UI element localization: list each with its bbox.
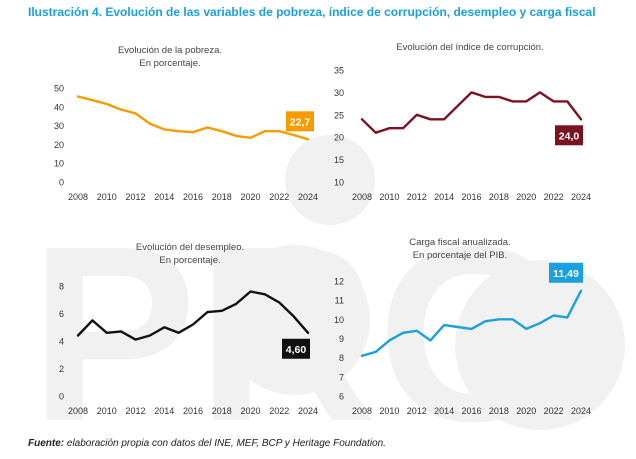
last-value-box [286, 111, 314, 132]
x-tick-label: 2024 [571, 192, 591, 202]
x-tick-label: 2014 [154, 406, 174, 416]
chart-subtitle: En porcentaje. [139, 58, 200, 69]
y-tick-label: 9 [339, 334, 344, 344]
x-tick-label: 2012 [407, 192, 427, 202]
x-tick-label: 2008 [352, 406, 372, 416]
y-tick-label: 10 [334, 315, 344, 325]
y-tick-label: 6 [339, 392, 344, 402]
x-tick-label: 2022 [269, 406, 289, 416]
chart-title: Carga fiscal anualizada. [409, 237, 510, 248]
x-tick-label: 2018 [489, 406, 509, 416]
x-tick-label: 2012 [407, 406, 427, 416]
x-tick-label: 2022 [544, 192, 564, 202]
x-tick-label: 2018 [212, 406, 232, 416]
y-tick-label: 20 [54, 140, 64, 150]
chart-title: Evolución del desempleo. [136, 242, 244, 253]
y-tick-label: 50 [54, 84, 64, 94]
chart-pobreza: Evolución de la pobreza. En porcentaje. 0 1… [54, 45, 318, 202]
watermark-text: PRO [30, 194, 572, 459]
series-line [76, 290, 310, 341]
source-text: elaboración propia con datos del INE, ME… [66, 438, 386, 449]
figure-title: Ilustración 4. Evolución de las variable… [28, 5, 596, 19]
x-tick-label: 2022 [269, 192, 289, 202]
x-tick-label: 2014 [154, 192, 174, 202]
x-tick-label: 2020 [516, 192, 536, 202]
x-tick-label: 2020 [240, 192, 260, 202]
y-tick-label: 6 [59, 309, 64, 319]
last-value-box [549, 262, 583, 283]
x-tick-label: 2010 [97, 192, 117, 202]
last-value-box [282, 338, 310, 359]
y-tick-label: 12 [334, 277, 344, 287]
y-tick-label: 25 [334, 110, 344, 120]
last-value-box [555, 125, 583, 146]
last-value-label: 24,0 [559, 130, 580, 142]
x-tick-label: 2008 [68, 192, 88, 202]
figure-source: Fuente: elaboración propia con datos del… [28, 438, 386, 449]
y-tick-label: 8 [59, 282, 64, 292]
x-tick-label: 2010 [379, 192, 399, 202]
x-tick-label: 2024 [571, 406, 591, 416]
x-tick-label: 2022 [544, 406, 564, 416]
y-tick-label: 0 [59, 178, 64, 188]
x-tick-label: 2008 [352, 192, 372, 202]
chart-desempleo: Evolución del desempleo.En porcentaje.02… [59, 242, 318, 416]
x-tick-label: 2014 [434, 192, 454, 202]
chart-title: Evolución del índice de corrupción. [396, 42, 543, 53]
x-tick-label: 2008 [68, 406, 88, 416]
y-tick-label: 30 [54, 121, 64, 131]
x-tick-label: 2010 [97, 406, 117, 416]
x-tick-label: 2016 [183, 192, 203, 202]
y-tick-label: 40 [54, 102, 64, 112]
x-tick-label: 2020 [240, 406, 260, 416]
x-tick-label: 2012 [125, 406, 145, 416]
last-value-label: 11,49 [553, 268, 579, 280]
y-tick-label: 30 [334, 88, 344, 98]
x-tick-label: 2016 [461, 406, 481, 416]
x-tick-label: 2012 [125, 192, 145, 202]
x-tick-label: 2010 [379, 406, 399, 416]
series-line [360, 289, 583, 357]
chart-subtitle: En porcentaje. [159, 255, 220, 266]
chart-carga-fiscal: Carga fiscal anualizada. En porcentaje de… [334, 237, 591, 416]
y-tick-label: 10 [54, 159, 64, 169]
chart-corrupcion: Evolución del índice de corrupción. 10 15 2… [334, 42, 591, 202]
y-tick-label: 15 [334, 155, 344, 165]
x-tick-label: 2014 [434, 406, 454, 416]
x-tick-label: 2016 [183, 406, 203, 416]
chart-title: Evolución de la pobreza. [118, 45, 222, 56]
y-tick-label: 35 [334, 66, 344, 76]
y-tick-label: 11 [335, 296, 344, 306]
y-tick-label: 4 [59, 337, 64, 347]
x-tick-label: 2018 [489, 192, 509, 202]
series-line [76, 95, 310, 141]
last-value-label: 4,60 [286, 344, 307, 356]
chart-subtitle: En porcentaje del PIB. [413, 250, 508, 261]
watermark-logo: PRO [30, 135, 625, 459]
series-line [360, 91, 583, 134]
y-tick-label: 20 [334, 133, 344, 143]
x-tick-label: 2024 [298, 406, 318, 416]
y-tick-label: 8 [339, 353, 344, 363]
last-value-label: 22,7 [290, 116, 311, 128]
y-tick-label: 0 [59, 392, 64, 402]
y-tick-label: 7 [339, 372, 344, 382]
source-label: Fuente: [28, 438, 65, 449]
y-tick-label: 10 [334, 178, 344, 188]
x-tick-label: 2020 [516, 406, 536, 416]
x-tick-label: 2016 [461, 192, 481, 202]
y-tick-label: 2 [59, 364, 64, 374]
x-tick-label: 2024 [298, 192, 318, 202]
x-tick-label: 2018 [212, 192, 232, 202]
